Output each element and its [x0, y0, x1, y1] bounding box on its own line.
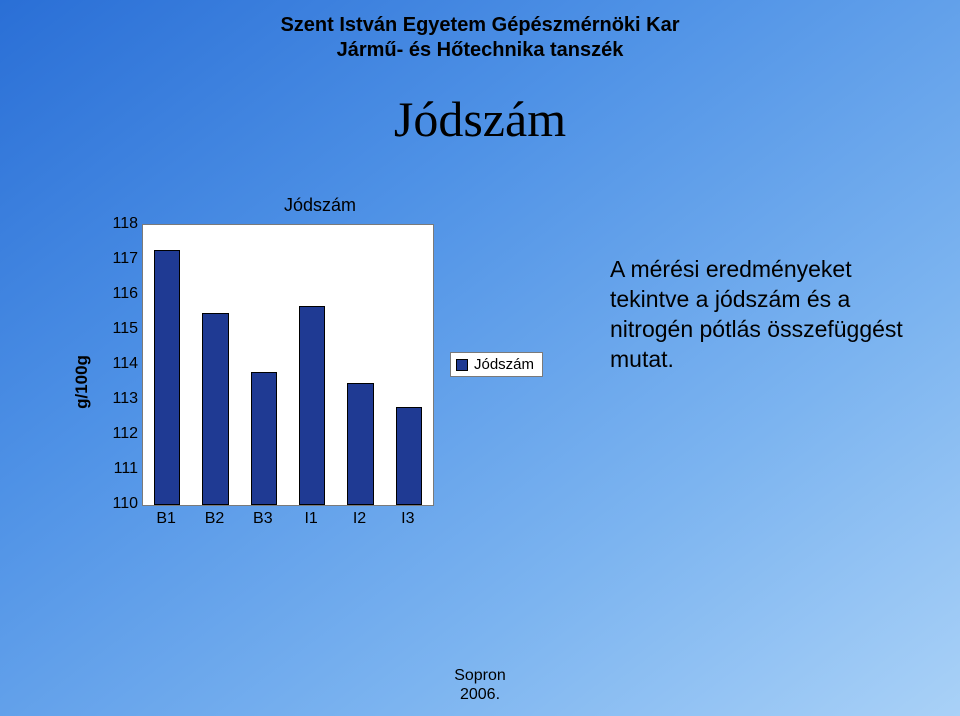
x-tick-label: I1 — [304, 510, 317, 528]
bar — [202, 313, 229, 506]
y-tick-label: 112 — [98, 425, 138, 443]
y-tick-label: 115 — [98, 320, 138, 338]
y-tick-label: 110 — [98, 495, 138, 513]
x-tick-label: I2 — [353, 510, 366, 528]
y-axis-ticks: 118117116115114113112111110 — [98, 222, 138, 542]
chart-frame: g/100g 118117116115114113112111110 B1B2B… — [70, 222, 570, 542]
bar — [396, 407, 423, 505]
footer-line1: Sopron — [0, 666, 960, 685]
commentary-text: A mérési eredményeket tekintve a jódszám… — [610, 255, 910, 375]
y-axis-label: g/100g — [72, 355, 92, 409]
chart-legend: Jódszám — [450, 352, 543, 377]
x-tick-label: I3 — [401, 510, 414, 528]
bar — [347, 383, 374, 506]
main-title: Jódszám — [0, 90, 960, 148]
x-tick-label: B2 — [205, 510, 225, 528]
header-line2: Jármű- és Hőtechnika tanszék — [0, 39, 960, 62]
slide-footer: Sopron 2006. — [0, 666, 960, 704]
y-tick-label: 116 — [98, 285, 138, 303]
bar — [154, 250, 181, 506]
legend-swatch — [456, 359, 468, 371]
bar — [251, 372, 278, 505]
y-tick-label: 114 — [98, 355, 138, 373]
header-line1: Szent István Egyetem Gépészmérnöki Kar — [0, 14, 960, 37]
y-tick-label: 117 — [98, 250, 138, 268]
y-tick-label: 113 — [98, 390, 138, 408]
x-tick-label: B1 — [156, 510, 176, 528]
bar — [299, 306, 326, 506]
footer-line2: 2006. — [0, 685, 960, 704]
x-axis-ticks: B1 B2 B3 I1 I2 I3 — [142, 508, 432, 538]
chart-container: Jódszám g/100g 118 117 116 115 114 113 112 111 1… — [70, 195, 570, 542]
plot-area — [142, 224, 434, 506]
x-tick-label: B3 — [253, 510, 273, 528]
slide-header: Szent István Egyetem Gépészmérnöki Kar J… — [0, 0, 960, 62]
y-tick-label: 111 — [98, 460, 138, 478]
chart-title: Jódszám — [70, 195, 570, 216]
y-tick-label: 118 — [98, 215, 138, 233]
legend-label: Jódszám — [474, 356, 534, 373]
